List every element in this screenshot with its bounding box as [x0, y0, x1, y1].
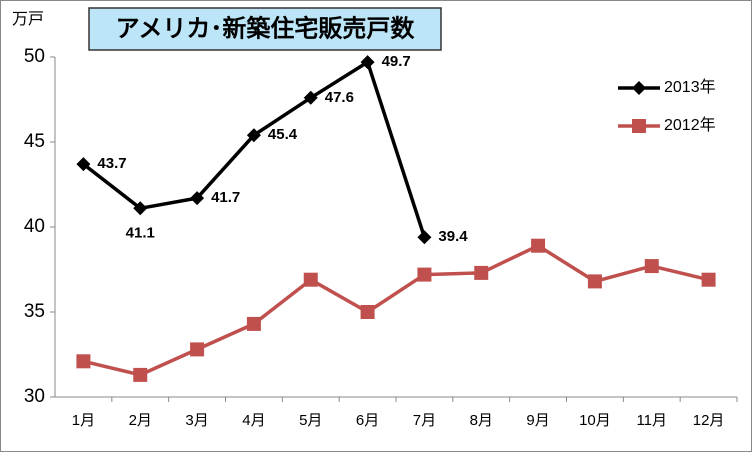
- y-axis-label: 万戸: [12, 11, 44, 28]
- data-label: 45.4: [268, 126, 298, 143]
- x-tick-label: 1月: [72, 412, 95, 429]
- data-point: [417, 267, 432, 282]
- data-point: [417, 230, 432, 245]
- data-point: [76, 354, 91, 369]
- x-tick-label: 9月: [526, 412, 549, 429]
- data-point: [360, 55, 375, 70]
- data-point: [701, 272, 716, 287]
- data-label: 41.7: [211, 189, 240, 206]
- data-point: [474, 265, 489, 280]
- data-point: [190, 191, 205, 206]
- title-box: [88, 7, 442, 51]
- data-point: [587, 274, 602, 289]
- x-tick-label: 4月: [242, 412, 265, 429]
- y-tick-label: 50: [24, 46, 45, 67]
- series-line: [83, 243, 709, 377]
- x-tick-label: 5月: [299, 412, 322, 429]
- data-label: 39.4: [438, 228, 468, 245]
- data-point: [303, 90, 318, 105]
- data-point: [190, 342, 205, 357]
- x-tick-label: 11月: [636, 412, 667, 429]
- x-tick-label: 7月: [413, 412, 436, 429]
- y-tick-label: 30: [24, 386, 45, 407]
- y-tick-label: 45: [24, 131, 45, 152]
- data-point: [246, 316, 261, 331]
- x-tick-label: 2月: [129, 412, 152, 429]
- chart-title: アメリカ･新築住宅販売戸数: [116, 14, 416, 42]
- data-label: 41.1: [126, 224, 155, 241]
- data-label: 43.7: [97, 155, 126, 172]
- x-tick-label: 10月: [579, 412, 611, 429]
- data-point: [360, 305, 375, 319]
- data-label: 49.7: [382, 53, 411, 70]
- x-tick-label: 12月: [693, 412, 725, 429]
- legend-label: 2013年: [664, 78, 716, 96]
- data-point: [76, 157, 91, 172]
- data-point: [531, 238, 546, 253]
- data-point: [644, 259, 659, 274]
- data-point: [133, 201, 148, 216]
- legend-label: 2012年: [664, 116, 716, 134]
- legend-marker: [632, 81, 646, 95]
- x-tick-label: 3月: [185, 412, 208, 429]
- x-tick-label: 6月: [356, 412, 379, 429]
- x-tick-label: 8月: [470, 412, 493, 429]
- data-label: 47.6: [325, 89, 354, 106]
- data-point: [133, 367, 148, 382]
- y-tick-label: 40: [24, 216, 45, 237]
- data-point: [246, 128, 261, 143]
- legend-marker: [632, 119, 646, 133]
- y-tick-label: 35: [24, 301, 45, 322]
- data-point: [303, 272, 318, 287]
